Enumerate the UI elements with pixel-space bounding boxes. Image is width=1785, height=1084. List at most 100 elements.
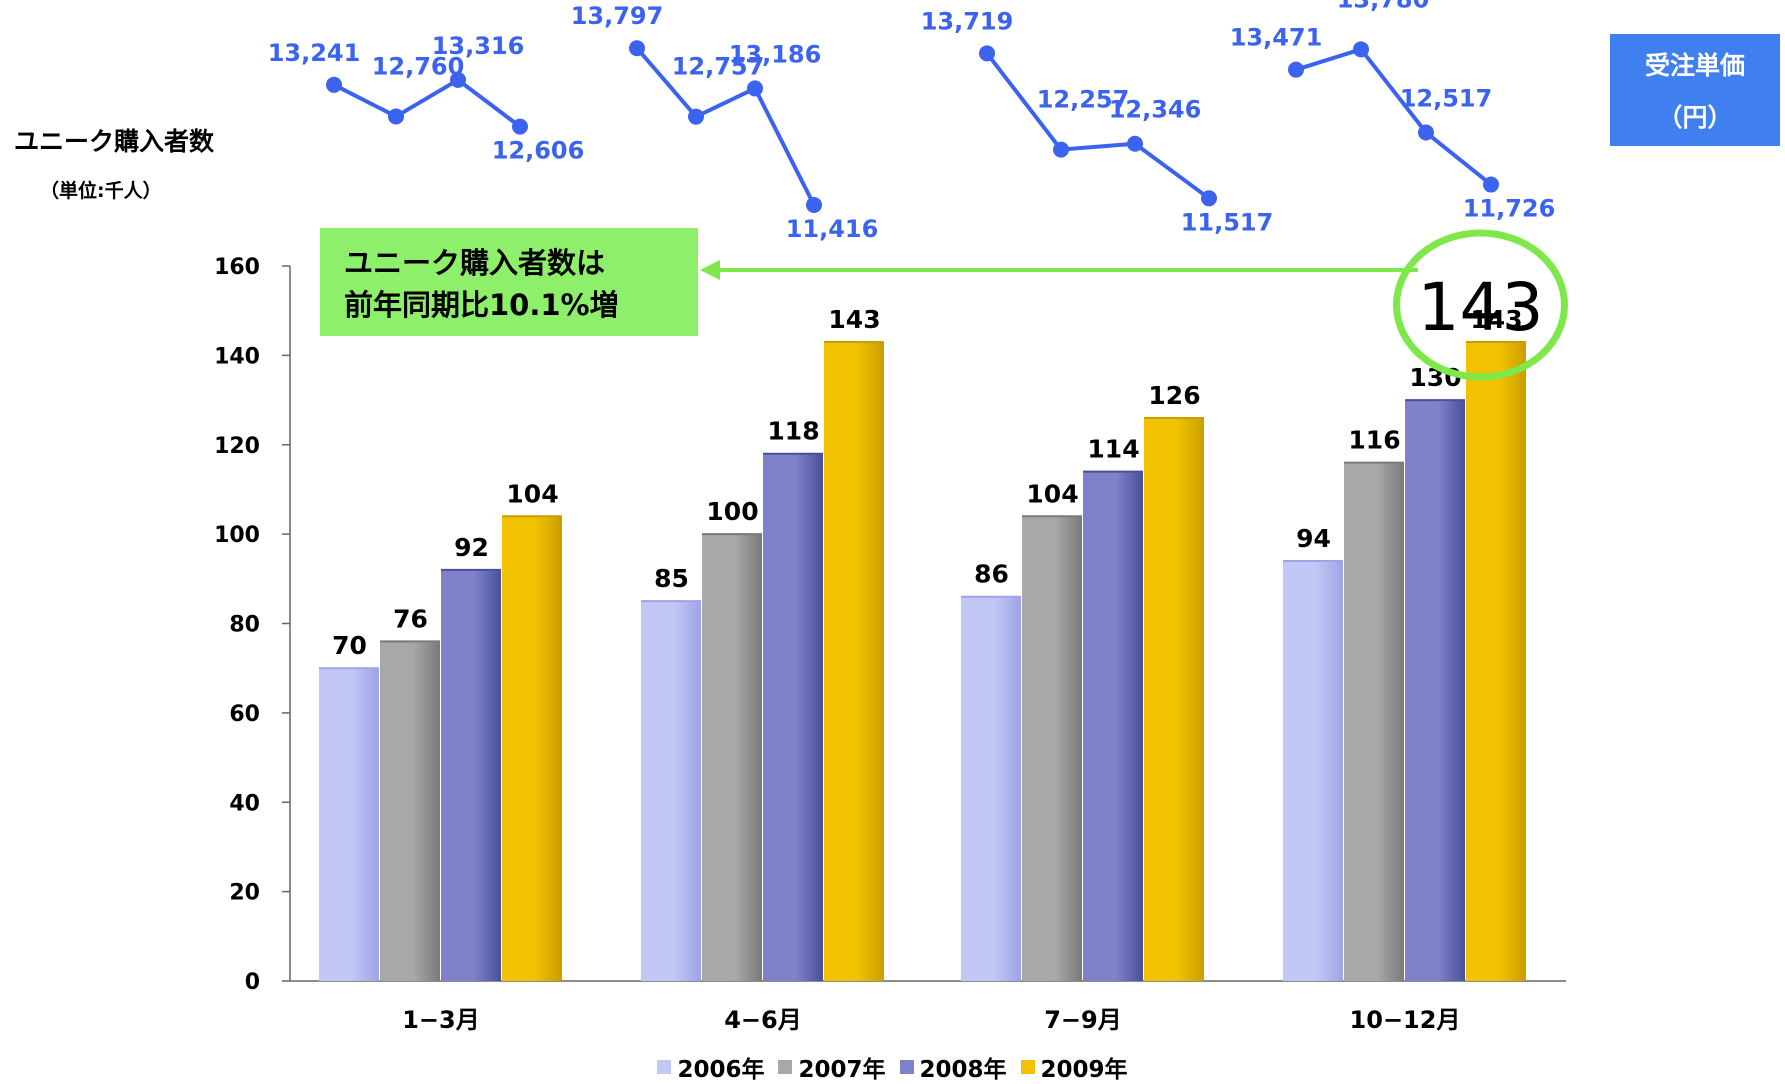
unit-price-point <box>979 45 995 62</box>
unit-price-line-0 <box>333 77 522 129</box>
bar-2007年-3 <box>1344 462 1404 981</box>
unit-price-point <box>512 118 528 135</box>
unit-price-label: 13,780 <box>1337 0 1430 13</box>
unit-price-label: 12,760 <box>372 52 465 80</box>
bar-2009年-2 <box>1144 417 1204 981</box>
bar-value-label: 76 <box>393 604 428 633</box>
unit-price-unit: （円） <box>1657 103 1733 132</box>
highlight-value: 143 <box>1418 269 1544 346</box>
bar-value-label: 85 <box>654 564 689 593</box>
unit-price-point <box>1201 190 1217 207</box>
callout-arrow-head <box>700 260 720 280</box>
unit-price-label: 13,471 <box>1230 24 1323 52</box>
legend-item-2009: 2009年 <box>1020 1050 1128 1084</box>
unit-price-point <box>806 196 822 213</box>
legend-swatch-2007 <box>778 1060 793 1074</box>
bar-2009年-1 <box>824 341 884 981</box>
unit-price-label: 12,517 <box>1400 84 1493 112</box>
y-tick-label: 80 <box>229 613 260 638</box>
unit-price-label-box: 受注単価 （円） <box>1610 34 1780 146</box>
unit-price-label: 11,517 <box>1181 208 1274 236</box>
y-tick-label: 120 <box>214 434 260 459</box>
bar-value-label: 126 <box>1148 381 1200 410</box>
unit-price-point <box>326 76 342 93</box>
unit-price-label: 11,416 <box>786 215 879 243</box>
x-category-label: 1−3月 <box>402 1006 480 1034</box>
unit-price-line-3 <box>1295 46 1493 187</box>
bar-value-label: 104 <box>1026 479 1078 508</box>
y-tick-label: 0 <box>245 970 260 995</box>
bar-value-label: 118 <box>767 417 819 446</box>
bar-value-label: 100 <box>706 497 758 526</box>
bar-2009年-0 <box>502 516 562 981</box>
bar-2008年-1 <box>763 453 823 981</box>
bar-value-label: 92 <box>454 533 489 562</box>
bar-value-label: 86 <box>974 560 1009 589</box>
bar-value-label: 116 <box>1348 426 1400 455</box>
bar-value-label: 70 <box>332 631 367 660</box>
callout-line-1: ユニーク購入者数は <box>344 246 606 280</box>
legend-swatch-2006 <box>657 1060 672 1074</box>
unit-price-line-2 <box>985 52 1211 200</box>
bar-value-label: 143 <box>1470 305 1522 334</box>
unit-price-point <box>688 108 704 125</box>
bar-2006年-1 <box>641 601 701 981</box>
y-tick-label: 160 <box>214 255 260 280</box>
legend-item-2006: 2006年 <box>657 1050 764 1084</box>
bar-value-label: 143 <box>828 305 880 334</box>
bar-2007年-2 <box>1022 516 1082 981</box>
y-tick-label: 20 <box>229 881 260 906</box>
bar-value-label: 104 <box>506 479 558 508</box>
unit-price-label: 13,241 <box>268 39 361 67</box>
unit-price-point <box>1418 124 1434 141</box>
legend-swatch-2009 <box>1020 1060 1035 1074</box>
highlight-circle <box>1393 229 1568 381</box>
unit-price-point <box>1053 141 1069 158</box>
bar-2006年-0 <box>319 668 379 981</box>
bar-value-label: 94 <box>1296 524 1331 553</box>
unit-price-label: 12,346 <box>1109 96 1202 124</box>
unit-price-point <box>747 80 763 97</box>
unit-price-point <box>629 40 645 57</box>
bar-2006年-2 <box>961 596 1021 981</box>
unit-price-label: 13,186 <box>729 40 822 68</box>
legend-label-2006: 2006年 <box>677 1057 765 1083</box>
legend-swatch-2008 <box>899 1060 914 1074</box>
legend: 2006年 2007年 2008年 2009年 <box>0 1050 1785 1084</box>
unit-price-label: 13,797 <box>571 2 664 30</box>
legend-item-2007: 2007年 <box>778 1050 886 1084</box>
unit-price-label: 11,726 <box>1463 195 1556 223</box>
bar-2009年-3 <box>1466 341 1526 981</box>
legend-label-2008: 2008年 <box>919 1057 1007 1083</box>
legend-label-2007: 2007年 <box>798 1057 886 1083</box>
bar-2008年-3 <box>1405 400 1465 981</box>
unit-price-point <box>1353 41 1369 58</box>
x-category-label: 7−9月 <box>1044 1006 1122 1034</box>
x-category-label: 10−12月 <box>1350 1006 1461 1034</box>
bar-2008年-2 <box>1083 471 1143 981</box>
unit-price-label: 13,719 <box>921 7 1014 35</box>
legend-item-2008: 2008年 <box>899 1050 1007 1084</box>
y-tick-label: 60 <box>229 702 260 727</box>
unit-price-title: 受注単価 <box>1644 51 1745 80</box>
unit-price-point <box>1127 135 1143 152</box>
callout-box: ユニーク購入者数は 前年同期比10.1%増 <box>320 228 698 336</box>
unit-price-point <box>1288 61 1304 78</box>
bar-2006年-3 <box>1283 560 1343 981</box>
y-tick-label: 100 <box>214 523 260 548</box>
bar-axis-title: ユニーク購入者数 <box>14 127 215 156</box>
unit-price-label: 12,606 <box>492 137 585 165</box>
bar-axis-unit: （単位:千人） <box>40 180 162 202</box>
x-category-label: 4−6月 <box>724 1006 802 1034</box>
unit-price-point <box>450 71 466 88</box>
bar-2007年-0 <box>380 641 440 981</box>
unit-price-label: 12,257 <box>1037 86 1130 114</box>
unit-price-label: 12,757 <box>672 53 765 81</box>
unit-price-label: 13,316 <box>432 32 525 60</box>
callout-line-2: 前年同期比10.1%増 <box>344 288 619 322</box>
unit-price-point <box>1483 176 1499 193</box>
unit-price-point <box>388 108 404 125</box>
y-tick-label: 140 <box>214 344 260 369</box>
bar-2007年-1 <box>702 534 762 981</box>
